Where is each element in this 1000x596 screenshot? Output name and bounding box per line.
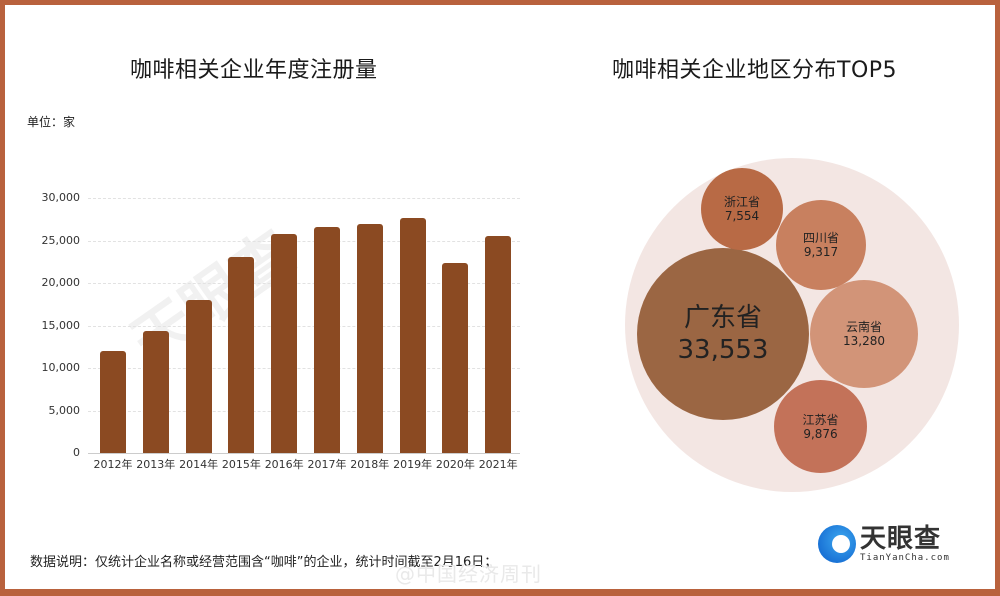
x-tick-label: 2021年 bbox=[478, 458, 518, 471]
bubble-value: 9,876 bbox=[803, 426, 838, 441]
bubble-chart-title: 咖啡相关企业地区分布TOP5 bbox=[612, 58, 898, 83]
grid-line bbox=[88, 283, 520, 284]
bubble-value: 7,554 bbox=[724, 209, 760, 223]
x-tick-label: 2013年 bbox=[136, 458, 176, 471]
y-tick-label: 15,000 bbox=[41, 318, 81, 332]
logo-name: 天眼查 bbox=[860, 524, 942, 554]
bubble-zhejiang: 浙江省 7,554 bbox=[701, 168, 783, 250]
bar-2018年 bbox=[356, 224, 383, 453]
bubble-value: 13,280 bbox=[843, 334, 885, 348]
bar-2021年 bbox=[485, 236, 512, 453]
bar-2014年 bbox=[185, 300, 212, 453]
grid-line bbox=[88, 240, 520, 242]
y-tick-label: 25,000 bbox=[41, 233, 81, 247]
x-tick-label: 2016年 bbox=[264, 458, 304, 471]
bar-2020年 bbox=[442, 263, 469, 453]
bubble-label: 四川省 bbox=[802, 231, 839, 245]
grid-line bbox=[88, 325, 520, 327]
weibo-watermark: @中国经济周刊 bbox=[395, 562, 542, 586]
x-tick-label: 2014年 bbox=[179, 458, 219, 471]
bubble-jiangsu: 江苏省 9,876 bbox=[774, 380, 867, 473]
bubble-guangdong: 广东省 33,553 bbox=[637, 248, 809, 420]
tianyancha-logo: 天眼查 TianYanCha.com bbox=[818, 525, 950, 563]
bubble-label: 浙江省 bbox=[723, 195, 760, 209]
bubble-value: 33,553 bbox=[677, 335, 769, 365]
data-note: 数据说明：仅统计企业名称或经营范围含“咖啡”的企业，统计时间截至2月16日； bbox=[30, 555, 498, 570]
bubble-label: 江苏省 bbox=[802, 412, 839, 427]
bubble-sichuan: 四川省 9,317 bbox=[776, 200, 866, 290]
bubble-value: 9,317 bbox=[803, 245, 839, 259]
bar-2019年 bbox=[399, 218, 426, 453]
bar-2013年 bbox=[142, 330, 169, 453]
bar-2016年 bbox=[271, 233, 298, 453]
bar-2015年 bbox=[228, 256, 255, 453]
x-tick-label: 2019年 bbox=[393, 458, 433, 471]
x-tick-label: 2018年 bbox=[350, 458, 390, 471]
x-axis-line bbox=[88, 453, 520, 454]
x-tick-label: 2015年 bbox=[221, 458, 261, 471]
y-tick-label: 5,000 bbox=[48, 403, 81, 417]
y-tick-label: 10,000 bbox=[41, 361, 81, 374]
x-tick-label: 2020年 bbox=[435, 458, 475, 471]
unit-label: 单位：家 bbox=[27, 115, 76, 129]
x-tick-label: 2017年 bbox=[307, 458, 347, 471]
tianyancha-logo-icon bbox=[818, 525, 856, 563]
bar-chart-title: 咖啡相关企业年度注册量 bbox=[130, 58, 378, 83]
y-tick-label: 30,000 bbox=[41, 191, 81, 204]
bubble-label: 广东省 bbox=[683, 303, 762, 333]
y-tick-label: 20,000 bbox=[41, 276, 81, 289]
logo-domain: TianYanCha.com bbox=[860, 553, 950, 563]
grid-line bbox=[88, 410, 520, 412]
bar-2012年 bbox=[100, 351, 126, 453]
grid-line bbox=[88, 198, 520, 199]
bubble-label: 云南省 bbox=[845, 320, 882, 334]
x-tick-label: 2012年 bbox=[93, 458, 133, 471]
bubble-yunnan: 云南省 13,280 bbox=[810, 280, 918, 388]
y-tick-label: 0 bbox=[73, 446, 80, 459]
grid-line bbox=[88, 368, 520, 369]
bar-2017年 bbox=[314, 226, 340, 453]
